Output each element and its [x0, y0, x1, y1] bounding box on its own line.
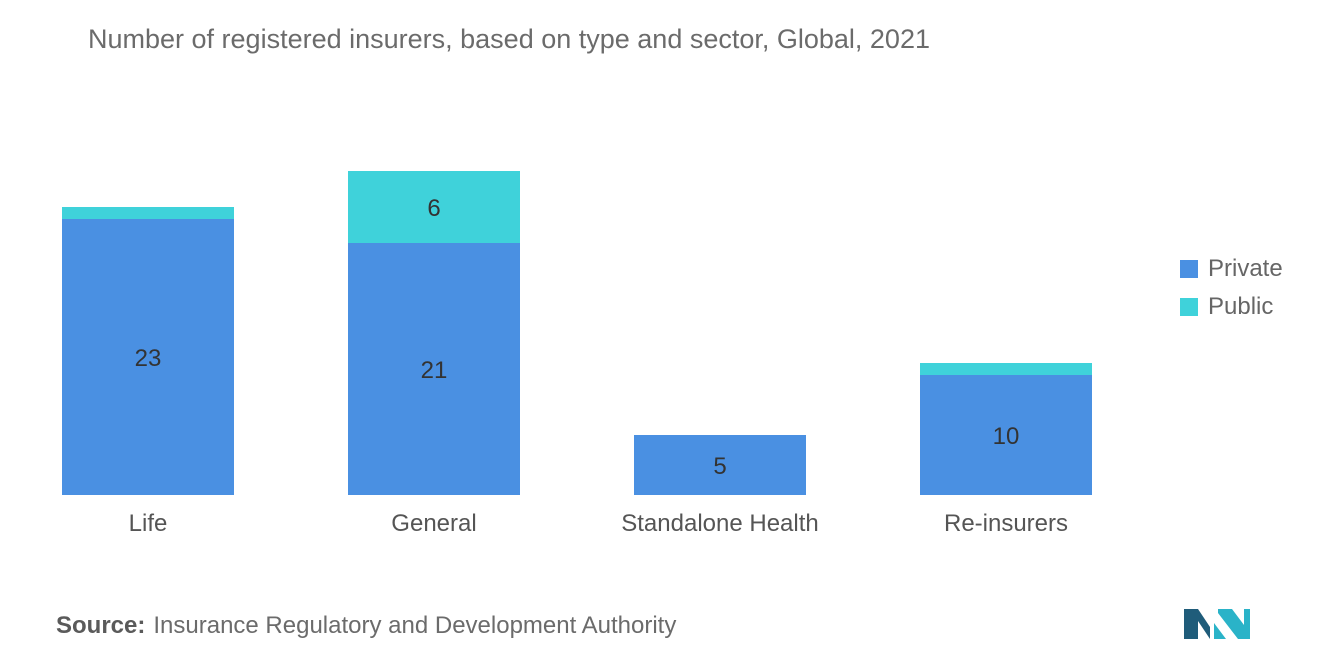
bar-private-1 [348, 243, 520, 495]
x-tick-label-2: Standalone Health [621, 510, 818, 537]
legend-label-public: Public [1208, 293, 1274, 320]
data-label-private-3: 10 [993, 423, 1020, 450]
data-label-public-1: 6 [427, 195, 440, 222]
x-tick-label-0: Life [129, 510, 168, 537]
bar-public-0 [62, 207, 234, 219]
source-text: Insurance Regulatory and Development Aut… [153, 612, 677, 639]
mordor-intelligence-logo-icon [1184, 609, 1250, 639]
x-tick-label-3: Re-insurers [944, 510, 1068, 537]
legend-item-public: Public [1180, 288, 1283, 326]
bar-private-0 [62, 219, 234, 495]
legend-swatch-private [1180, 260, 1198, 278]
legend: Private Public [1180, 250, 1283, 326]
legend-swatch-public [1180, 298, 1198, 316]
legend-item-private: Private [1180, 250, 1283, 288]
data-label-private-2: 5 [713, 453, 726, 480]
bar-public-3 [920, 363, 1092, 375]
bar-public-1 [348, 171, 520, 243]
source-note: Source: Insurance Regulatory and Developm… [56, 612, 676, 640]
data-label-private-1: 21 [421, 357, 448, 384]
bar-private-2 [634, 435, 806, 495]
data-label-private-0: 23 [135, 345, 162, 372]
bar-private-3 [920, 375, 1092, 495]
x-tick-label-1: General [391, 510, 476, 537]
legend-label-private: Private [1208, 255, 1283, 282]
source-label: Source: [56, 612, 146, 639]
chart-title: Number of registered insurers, based on … [88, 24, 930, 54]
